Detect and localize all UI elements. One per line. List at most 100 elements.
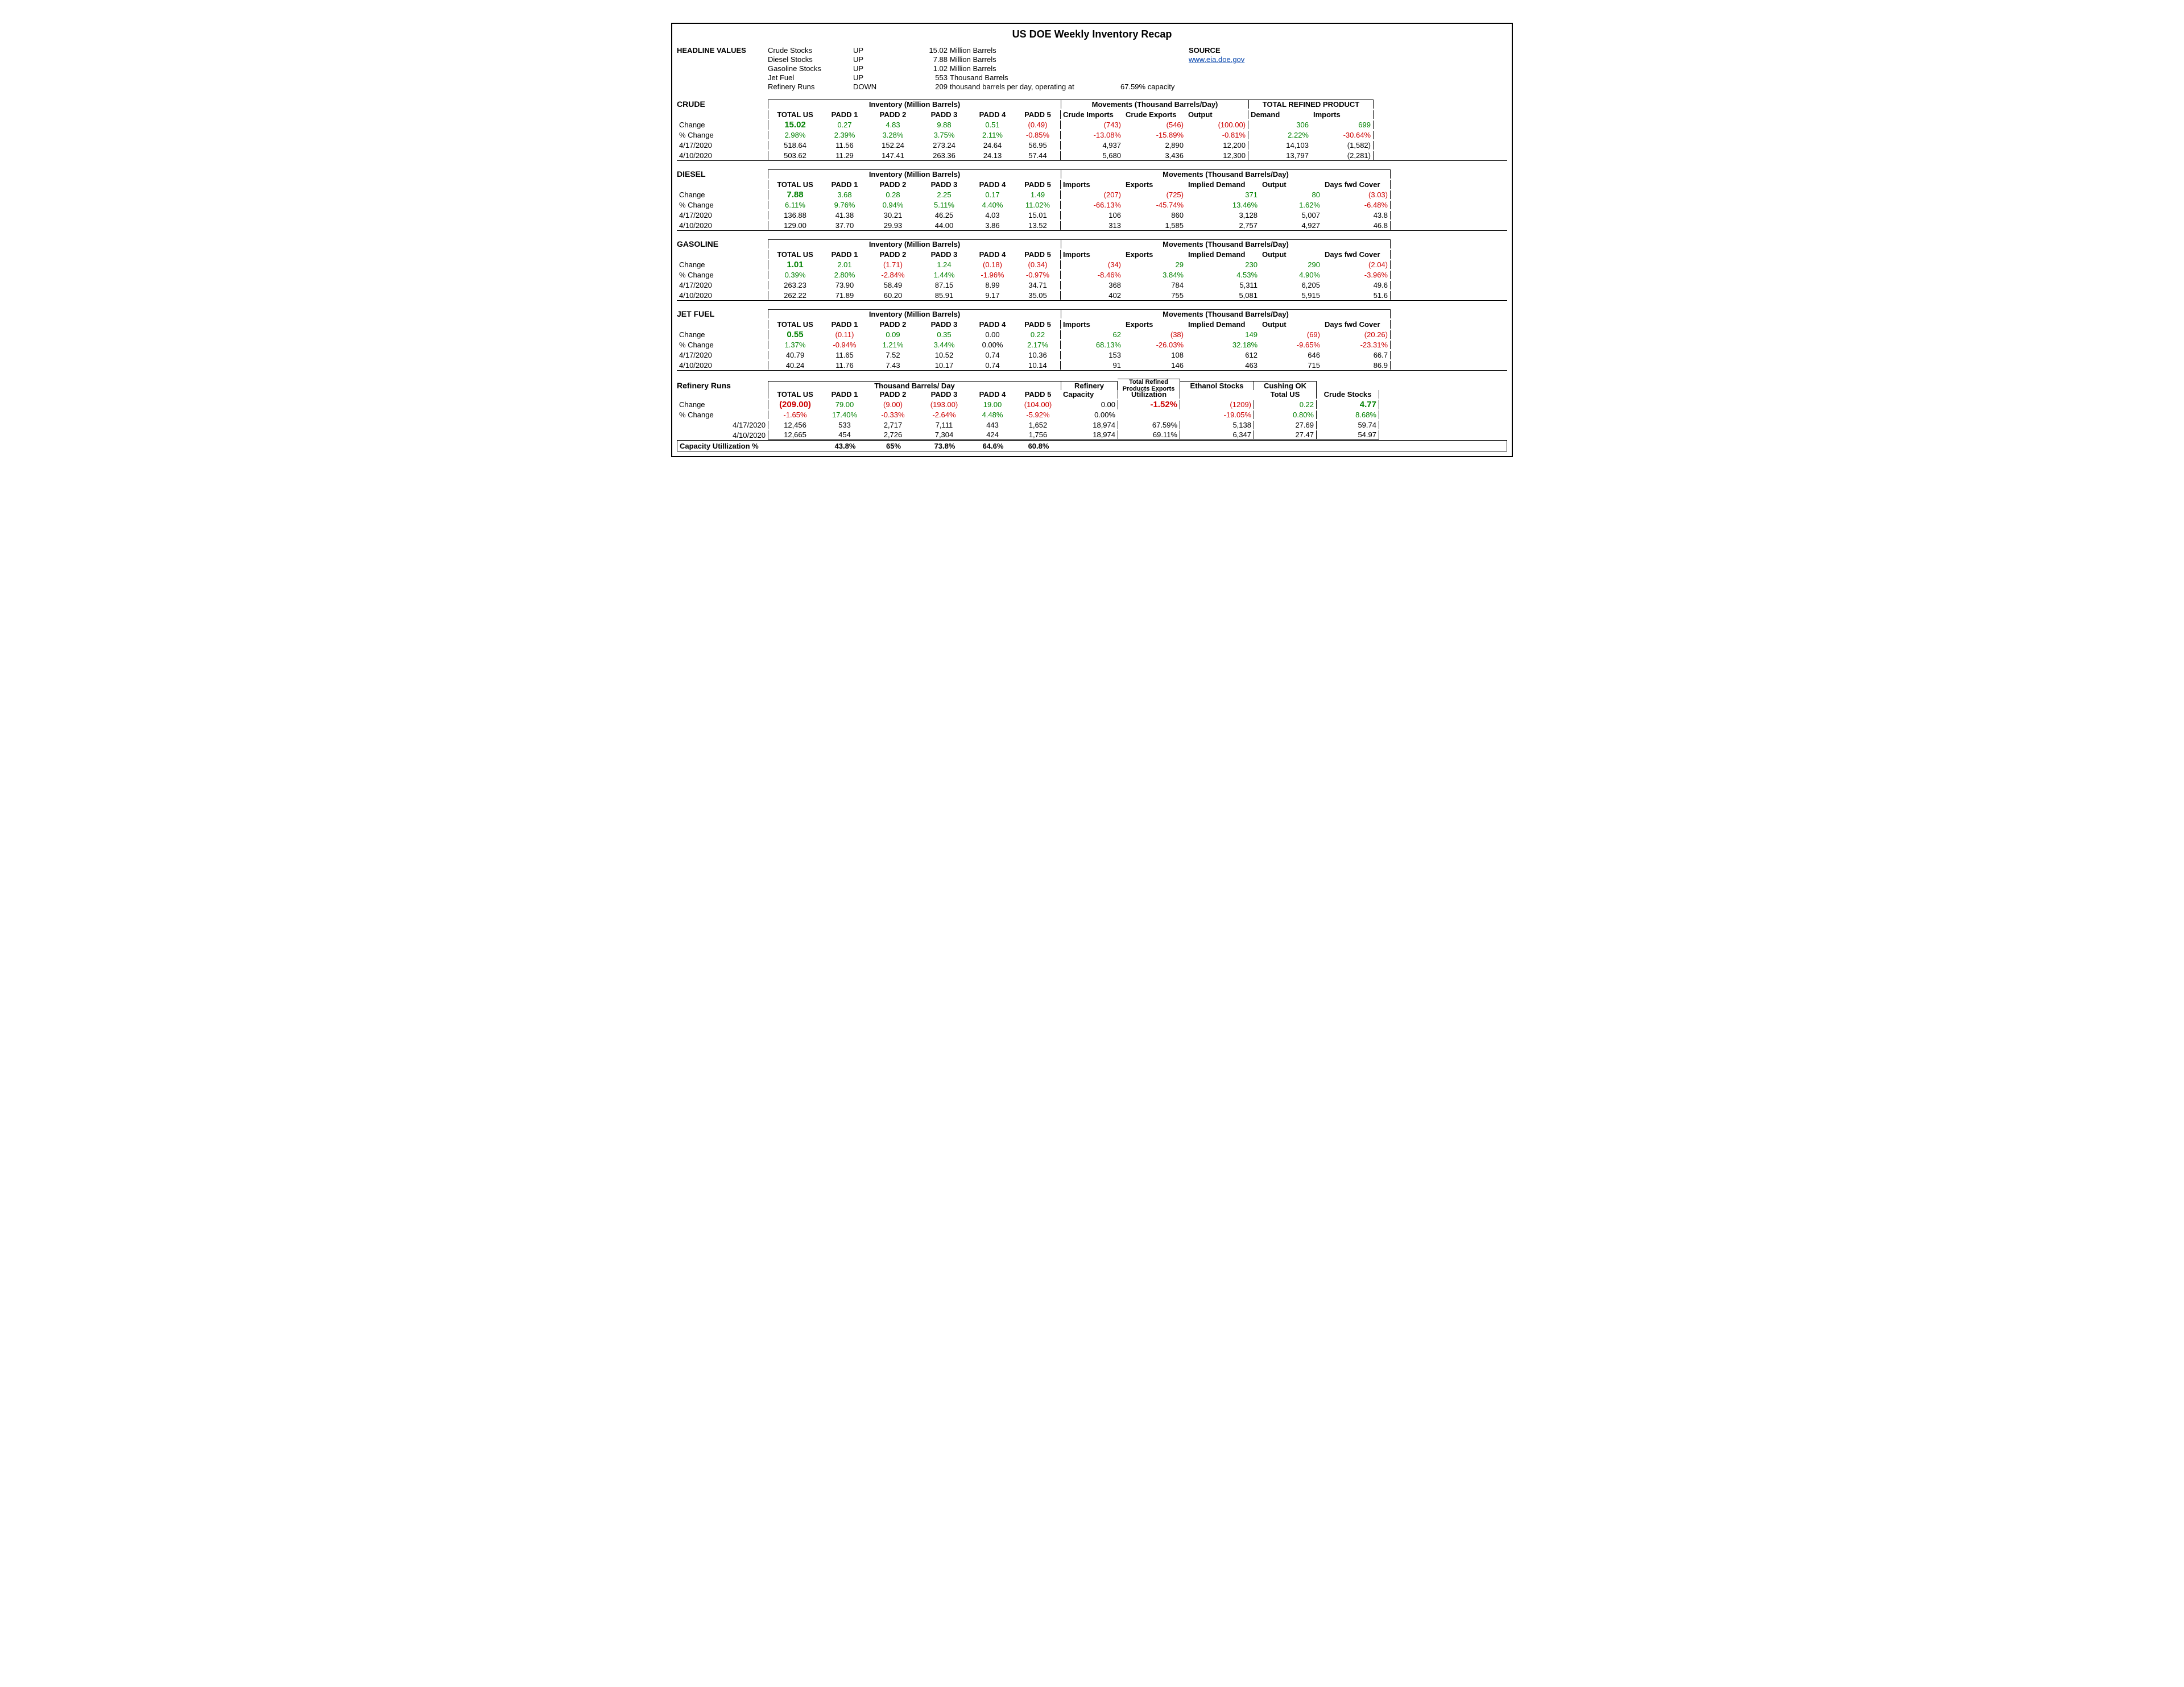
jetfuel-row-2-lbl: 4/17/2020 [677, 351, 768, 359]
crude-r3-c2: 147.41 [867, 151, 919, 160]
jetfuel-r1-c7: -26.03% [1123, 341, 1186, 349]
ref-row-0-lbl: Change [677, 400, 768, 409]
gasoline-col-4: PADD 4 [970, 250, 1015, 259]
diesel-r1-c2: 0.94% [867, 201, 919, 209]
gasoline-row-1-lbl: % Change [677, 271, 768, 279]
jetfuel-col-2: PADD 2 [867, 320, 919, 329]
ref-r3-c1: 454 [822, 430, 867, 440]
crude-r2-c8: 12,200 [1186, 141, 1248, 150]
ref-r2-c2: 2,717 [867, 421, 919, 429]
jetfuel-row-2: 4/17/202040.7911.657.5210.520.7410.36153… [677, 350, 1507, 360]
jetfuel-col-4: PADD 4 [970, 320, 1015, 329]
ref-r0-c5: (104.00) [1015, 400, 1061, 409]
source-link[interactable]: www.eia.doe.gov [1189, 55, 1302, 64]
diesel-r2-c0: 136.88 [768, 211, 822, 219]
gasoline-r1-c6: -8.46% [1061, 271, 1123, 279]
diesel-row-1: % Change6.11%9.76%0.94%5.11%4.40%11.02%-… [677, 200, 1507, 210]
jetfuel-mov-hdr: Movements (Thousand Barrels/Day) [1061, 309, 1391, 318]
crude-r2-c4: 24.64 [970, 141, 1015, 150]
ref-r1-c8: -19.05% [1180, 411, 1254, 419]
section-gasoline: GASOLINEInventory (Million Barrels)Movem… [677, 239, 1507, 301]
jetfuel-r0-c0: 0.55 [768, 330, 822, 339]
ref-r0-c1: 79.00 [822, 400, 867, 409]
gasoline-col-7: Exports [1123, 250, 1186, 259]
gasoline-row-0-lbl: Change [677, 260, 768, 269]
crude-r3-c9: 13,797 [1248, 151, 1311, 160]
ref-col-3: PADD 3 [919, 390, 970, 399]
jetfuel-r3-c9: 715 [1260, 361, 1322, 370]
diesel-row-0-lbl: Change [677, 190, 768, 199]
gasoline-col-9: Output [1260, 250, 1322, 259]
ref-col-7: Utilization [1118, 390, 1180, 399]
diesel-r1-c8: 13.46% [1186, 201, 1260, 209]
crude-r3-c7: 3,436 [1123, 151, 1186, 160]
diesel-r3-c0: 129.00 [768, 221, 822, 230]
ref-r2-c0: 12,456 [768, 421, 822, 429]
diesel-r3-c4: 3.86 [970, 221, 1015, 230]
ref-r1-c1: 17.40% [822, 411, 867, 419]
crude-r3-c6: 5,680 [1061, 151, 1123, 160]
diesel-name: DIESEL [677, 169, 768, 179]
gasoline-r2-c9: 6,205 [1260, 281, 1322, 289]
ref-r1-c2: -0.33% [867, 411, 919, 419]
gasoline-r2-c6: 368 [1061, 281, 1123, 289]
crude-inv-hdr: Inventory (Million Barrels) [768, 100, 1061, 109]
jetfuel-col-5: PADD 5 [1015, 320, 1061, 329]
diesel-r0-c7: (725) [1123, 190, 1186, 199]
diesel-r3-c5: 13.52 [1015, 221, 1061, 230]
headline-label: HEADLINE VALUES [677, 46, 768, 55]
jetfuel-r1-c0: 1.37% [768, 341, 822, 349]
jetfuel-r0-c8: 149 [1186, 330, 1260, 339]
crude-r0-c1: 0.27 [822, 121, 867, 129]
ref-r3-c3: 7,304 [919, 430, 970, 440]
gasoline-r2-c4: 8.99 [970, 281, 1015, 289]
gasoline-r0-c7: 29 [1123, 260, 1186, 269]
gasoline-r2-c3: 87.15 [919, 281, 970, 289]
crude-r1-c2: 3.28% [867, 131, 919, 139]
jetfuel-row-3-lbl: 4/10/2020 [677, 361, 768, 370]
crude-r0-c5: (0.49) [1015, 121, 1061, 129]
diesel-col-6: Imports [1061, 180, 1123, 189]
hl-name-2: Gasoline Stocks [768, 64, 853, 73]
jetfuel-r0-c6: 62 [1061, 330, 1123, 339]
crude-r3-c8: 12,300 [1186, 151, 1248, 160]
crude-r1-c8: -0.81% [1186, 131, 1248, 139]
cush-header: Cushing OK [1254, 381, 1317, 390]
ref-r3-c9: 27.47 [1254, 430, 1317, 440]
diesel-r0-c6: (207) [1061, 190, 1123, 199]
diesel-mov-hdr: Movements (Thousand Barrels/Day) [1061, 169, 1391, 179]
hl-dir-4: DOWN [853, 82, 904, 91]
diesel-r3-c8: 2,757 [1186, 221, 1260, 230]
diesel-col-3: PADD 3 [919, 180, 970, 189]
gasoline-r1-c1: 2.80% [822, 271, 867, 279]
ref-r0-c0: (209.00) [768, 400, 822, 409]
crude-r0-c4: 0.51 [970, 121, 1015, 129]
crude-col-2: PADD 2 [867, 110, 919, 119]
ref-r1-c0: -1.65% [768, 411, 822, 419]
gasoline-inv-hdr: Inventory (Million Barrels) [768, 239, 1061, 248]
crude-col-4: PADD 4 [970, 110, 1015, 119]
diesel-row-3-lbl: 4/10/2020 [677, 221, 768, 230]
diesel-col-4: PADD 4 [970, 180, 1015, 189]
diesel-r3-c1: 37.70 [822, 221, 867, 230]
crude-r3-c1: 11.29 [822, 151, 867, 160]
crude-r0-c0: 15.02 [768, 120, 822, 130]
jetfuel-r1-c1: -0.94% [822, 341, 867, 349]
gasoline-col-5: PADD 5 [1015, 250, 1061, 259]
hl-val-1: 7.88 [904, 55, 950, 64]
ref-r2-c3: 7,111 [919, 421, 970, 429]
jetfuel-name: JET FUEL [677, 309, 768, 318]
gasoline-col-3: PADD 3 [919, 250, 970, 259]
report-title: US DOE Weekly Inventory Recap [677, 27, 1507, 46]
ref-header: Refinery [1061, 381, 1118, 390]
diesel-col-row: TOTAL USPADD 1PADD 2PADD 3PADD 4PADD 5Im… [677, 179, 1507, 189]
crude-col-10: Imports [1311, 110, 1374, 119]
jetfuel-r2-c2: 7.52 [867, 351, 919, 359]
crude-col-9: Demand [1248, 110, 1311, 119]
jetfuel-r3-c1: 11.76 [822, 361, 867, 370]
hl-unit-2: Million Barrels [950, 64, 1120, 73]
ref-r3-c10: 54.97 [1317, 430, 1379, 440]
diesel-r1-c10: -6.48% [1322, 201, 1391, 209]
ref-col-5: PADD 5 [1015, 390, 1061, 399]
jetfuel-r1-c2: 1.21% [867, 341, 919, 349]
